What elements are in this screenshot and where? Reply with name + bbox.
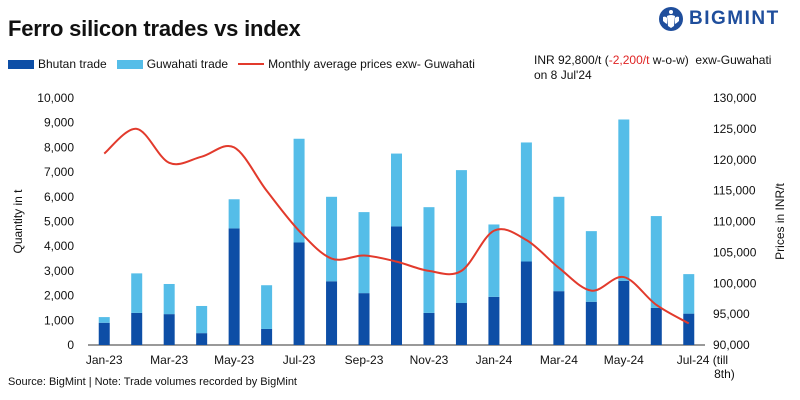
- bar-bhutan-Feb-23: [131, 312, 143, 345]
- y-tick-label-3: 3,000: [44, 264, 74, 278]
- bar-guwahati-Jan-24: [488, 224, 500, 297]
- legend-item-price: Monthly average prices exw- Guwahati: [238, 57, 475, 71]
- bar-guwahati-Jun-24: [650, 216, 662, 308]
- bar-guwahati-Jul-24: [683, 274, 695, 314]
- y2-tick-label-7: 125,000: [713, 122, 757, 136]
- price-note-line1: INR 92,800/t (-2,200/t w-o-w) exw-Guwaha…: [534, 53, 771, 68]
- y2-tick-label-2: 100,000: [713, 276, 757, 290]
- price-note-paren: (: [601, 53, 609, 67]
- y-tick-label-9: 9,000: [44, 116, 74, 130]
- y-tick-label-7: 7,000: [44, 165, 74, 179]
- price-note-value: INR 92,800/t: [534, 53, 602, 67]
- bar-bhutan-Sep-23: [358, 293, 370, 345]
- bar-bhutan-Nov-23: [423, 312, 435, 345]
- legend-label-guwahati: Guwahati trade: [146, 57, 229, 71]
- price-note: INR 92,800/t (-2,200/t w-o-w) exw-Guwaha…: [534, 53, 771, 83]
- source-note: Source: BigMint | Note: Trade volumes re…: [8, 376, 297, 388]
- bar-bhutan-Aug-23: [326, 281, 338, 345]
- bar-bhutan-Mar-24: [553, 291, 565, 345]
- price-line: [103, 127, 690, 325]
- bar-guwahati-Sep-23: [358, 212, 370, 294]
- bar-guwahati-Nov-23: [423, 207, 435, 313]
- price-note-line2: on 8 Jul'24: [534, 68, 592, 82]
- legend-item-guwahati: Guwahati trade: [116, 57, 229, 71]
- bar-guwahati-Mar-23: [163, 283, 175, 315]
- y-tick-label-4: 4,000: [44, 239, 74, 253]
- bar-bhutan-Apr-24: [585, 301, 597, 345]
- bar-bhutan-May-24: [618, 280, 630, 345]
- y-tick-label-6: 6,000: [44, 190, 74, 204]
- bar-guwahati-Jun-23: [261, 285, 273, 329]
- price-note-suffix: w-o-w) exw-Guwahati: [649, 53, 772, 67]
- y2-axis-title: Prices in INR/t: [773, 182, 787, 259]
- legend-line-price: [238, 63, 265, 65]
- y2-tick-label-8: 130,000: [713, 91, 757, 105]
- bar-bhutan-Feb-24: [520, 261, 532, 345]
- bar-bhutan-Jan-23: [98, 322, 110, 345]
- bar-bhutan-Jul-23: [293, 242, 305, 345]
- bar-guwahati-Jul-23: [293, 138, 305, 243]
- legend-item-bhutan: Bhutan trade: [8, 57, 107, 71]
- y2-tick-label-4: 110,000: [713, 215, 756, 229]
- legend-swatch-bhutan: [8, 59, 34, 69]
- brand-logo: BIGMINT: [658, 6, 780, 32]
- x-tick-label-8: May-24: [604, 353, 644, 367]
- bar-bhutan-Jun-23: [261, 328, 273, 345]
- bar-bhutan-Mar-23: [163, 314, 175, 345]
- y2-tick-label-3: 105,000: [713, 245, 757, 259]
- x-tick-label-4: Sep-23: [345, 353, 384, 367]
- bar-guwahati-Oct-23: [391, 153, 402, 227]
- y-tick-label-0: 0: [67, 338, 74, 352]
- x-tick-label-0: Jan-23: [86, 353, 123, 367]
- bar-guwahati-Feb-24: [520, 142, 532, 262]
- bar-guwahati-Mar-24: [553, 196, 565, 292]
- x-tick-label-1: Mar-23: [150, 353, 188, 367]
- chart-legend: Bhutan trade Guwahati trade Monthly aver…: [8, 57, 485, 71]
- bar-guwahati-May-24: [618, 119, 630, 281]
- x-tick-label-2: May-23: [214, 353, 254, 367]
- bar-bhutan-Jul-24: [683, 313, 695, 345]
- y-tick-label-5: 5,000: [44, 215, 74, 229]
- y-axis-title: Quantity in t: [11, 189, 25, 254]
- bigmint-logo-icon: [659, 7, 683, 31]
- legend-swatch-guwahati: [116, 59, 143, 69]
- bar-bhutan-Jun-24: [650, 307, 662, 345]
- y-tick-label-1: 1,000: [44, 313, 74, 327]
- bar-bhutan-Dec-23: [455, 303, 467, 345]
- x-tick-label-last-line2: 8th): [714, 367, 735, 381]
- x-tick-label-5: Nov-23: [410, 353, 449, 367]
- logo-text: BIGMINT: [689, 8, 780, 29]
- y2-tick-label-0: 90,000: [713, 338, 750, 352]
- chart-title: Ferro silicon trades vs index: [8, 16, 301, 41]
- bar-bhutan-Jan-24: [488, 296, 500, 345]
- bar-guwahati-Apr-24: [585, 231, 597, 302]
- y-tick-label-10: 10,000: [37, 91, 74, 105]
- price-note-change: -2,200/t: [608, 53, 650, 67]
- bar-bhutan-May-23: [228, 228, 240, 345]
- y2-tick-label-1: 95,000: [713, 307, 750, 321]
- bar-guwahati-May-23: [228, 199, 240, 229]
- bar-guwahati-Jan-23: [98, 317, 110, 323]
- bar-bhutan-Apr-23: [196, 333, 208, 345]
- y2-tick-label-6: 120,000: [713, 153, 757, 167]
- bar-bhutan-Oct-23: [391, 226, 402, 345]
- bar-guwahati-Aug-23: [326, 196, 338, 282]
- bar-guwahati-Dec-23: [455, 170, 467, 304]
- x-tick-label-7: Mar-24: [540, 353, 578, 367]
- bar-guwahati-Feb-23: [131, 273, 143, 313]
- legend-label-bhutan: Bhutan trade: [38, 57, 107, 71]
- y-tick-label-2: 2,000: [44, 289, 74, 303]
- y-tick-label-8: 8,000: [44, 140, 74, 154]
- bar-guwahati-Apr-23: [196, 305, 208, 334]
- x-tick-label-last-line1: Jul-24 (till: [677, 353, 728, 367]
- y2-tick-label-5: 115,000: [713, 184, 756, 198]
- legend-label-price: Monthly average prices exw- Guwahati: [268, 57, 475, 71]
- x-tick-label-3: Jul-23: [283, 353, 316, 367]
- x-tick-label-6: Jan-24: [476, 353, 513, 367]
